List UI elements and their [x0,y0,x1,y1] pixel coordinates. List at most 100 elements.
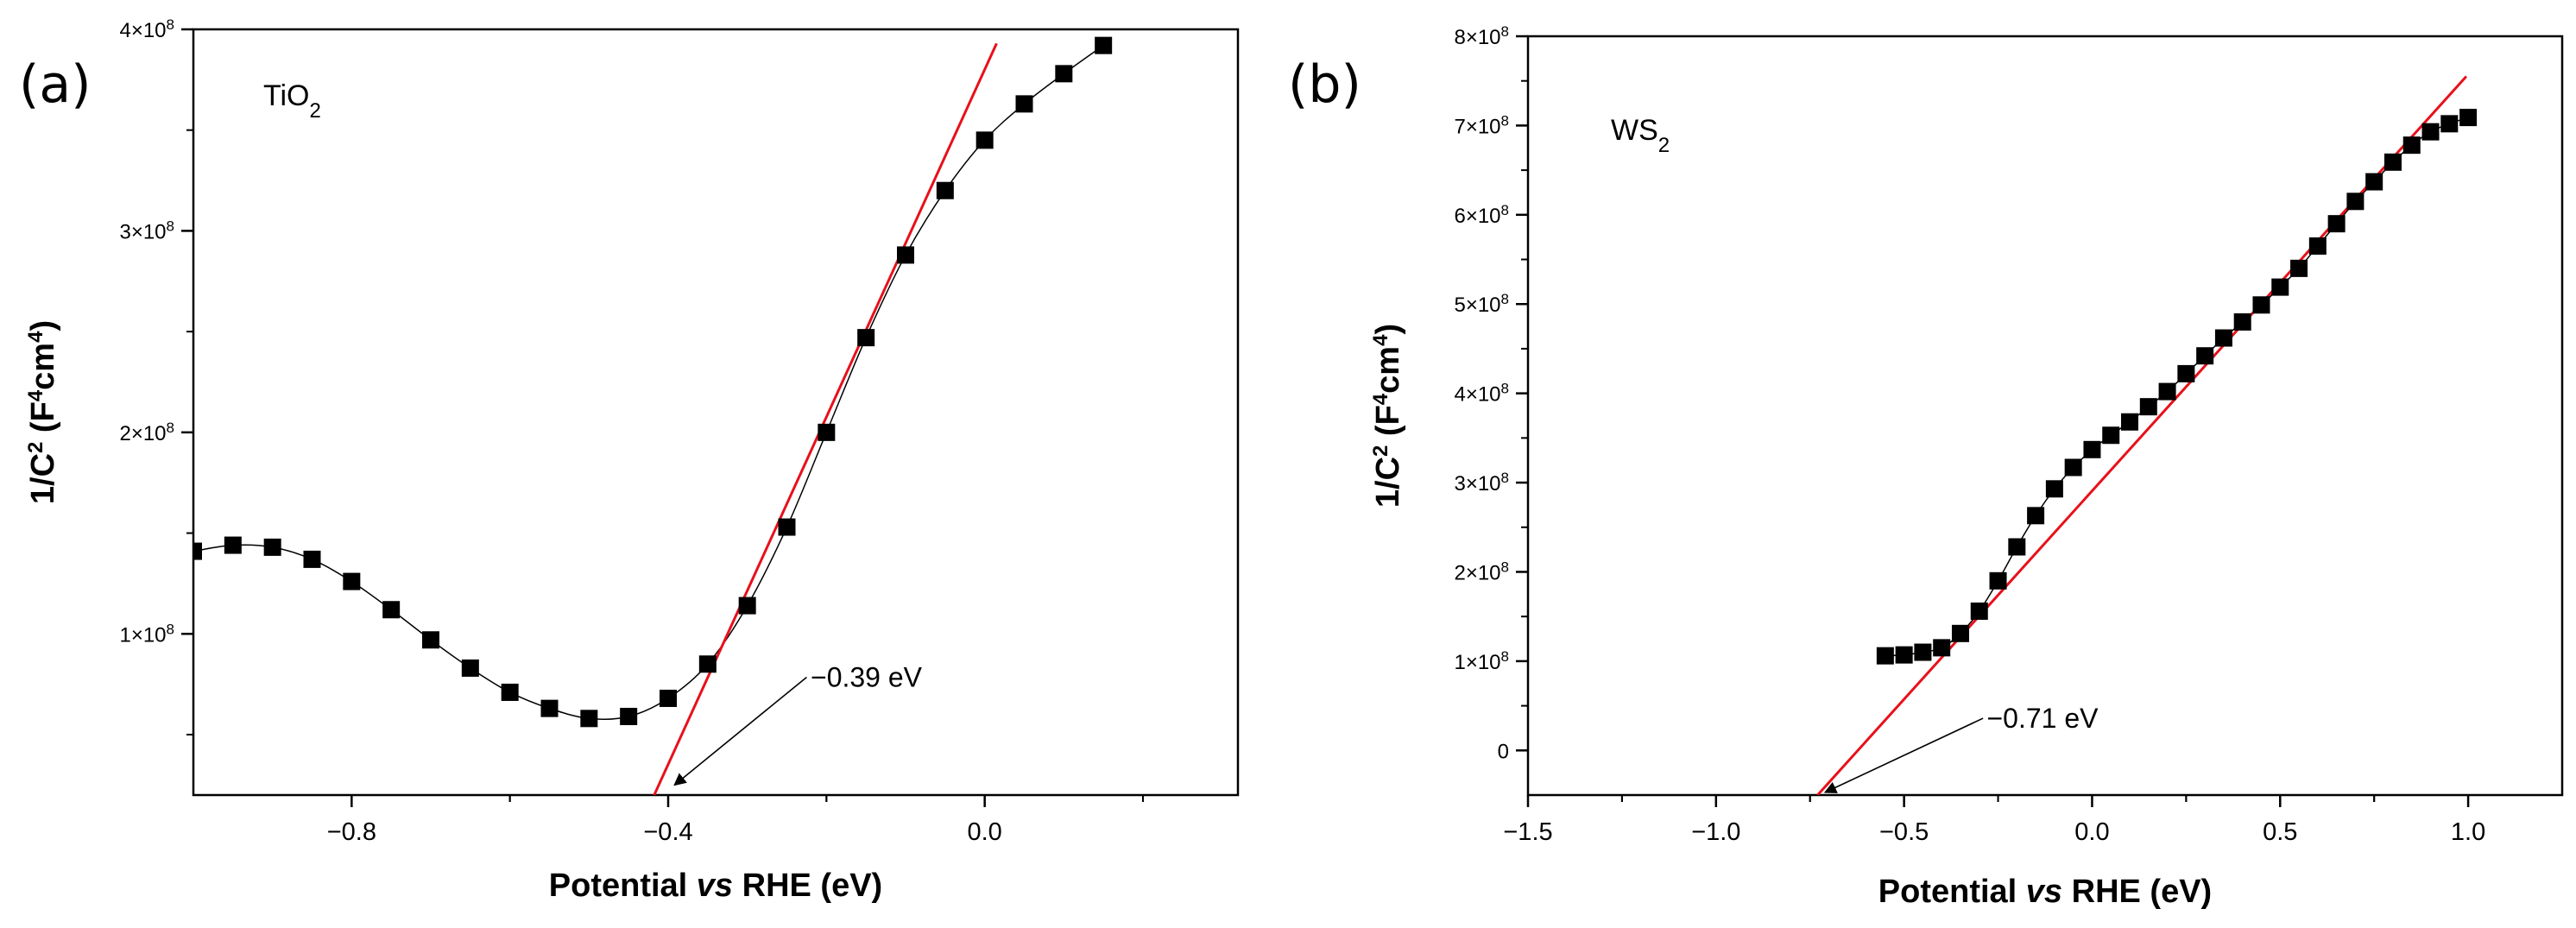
x-axis-label-post: RHE (eV) [733,868,882,904]
y-tick-mantissa: 8×10 [1454,26,1500,49]
x-tick-label: 1.0 [2451,818,2485,846]
data-point [2214,329,2232,347]
y-tick-label: 4×108 [119,16,174,43]
data-point [1914,643,1932,661]
data-point [1015,95,1033,113]
sample-label: TiO2 [263,79,321,123]
y-axis-label-part: (F [1370,405,1406,445]
y-axis-label-sup: 2 [24,442,47,453]
y-tick-exponent: 8 [1501,470,1509,486]
data-point [2383,153,2402,171]
y-tick-label: 3×108 [1454,470,1509,496]
panel-label: (b) [1288,54,1361,115]
data-point [2327,215,2346,233]
x-tick-label: −1.5 [1503,818,1552,846]
data-point [2045,480,2063,498]
data-point [1970,602,1988,620]
x-tick-label: −0.5 [1879,818,1929,846]
x-axis-label-italic: vs [2026,874,2062,910]
flat-band-annotation: −0.39 eV [811,661,923,692]
data-point [1951,624,1969,642]
data-point [382,601,401,619]
data-point [2440,115,2459,133]
y-tick-label: 6×108 [1454,201,1509,228]
plot-frame [192,28,1240,797]
y-tick-mantissa: 4×10 [119,19,166,42]
x-tick-label: −0.8 [327,818,376,846]
y-tick-exponent: 8 [167,218,174,234]
y-tick-exponent: 8 [1501,559,1509,575]
data-point [1095,36,1113,54]
data-point [1989,571,2007,590]
x-tick-label: 0.5 [2263,818,2297,846]
panel-a: −0.8 −0.4 0.01×1082×1083×1084×108Potential… [19,16,1240,904]
y-tick-label: 2×108 [1454,559,1509,585]
y-tick-mantissa: 1×10 [119,623,166,647]
x-axis-label: Potential vs RHE (eV) [1878,874,2212,910]
data-point [303,550,321,568]
data-point [1876,647,1894,665]
data-point [975,131,994,149]
panel-label: (a) [19,54,92,115]
y-axis-label-part: ) [25,320,61,331]
y-axis-label-sup: 2 [1369,445,1392,457]
sample-label-subscript: 2 [1658,134,1670,157]
y-axis-label-part: cm [1370,346,1406,394]
y-tick-mantissa: 6×10 [1454,205,1500,228]
data-point [2064,458,2082,477]
y-tick-label: 8×108 [1454,23,1509,50]
y-tick-label: 1×108 [119,621,174,647]
data-point [857,329,875,347]
y-tick-exponent: 8 [1501,647,1509,664]
linear-fit-line [653,42,998,795]
x-tick-label: −1.0 [1691,818,1740,846]
sample-label-main: WS [1611,114,1658,147]
data-point [936,181,954,199]
data-point [1055,65,1073,83]
y-tick-label: 3×108 [119,218,174,244]
y-axis-label-part: ) [1370,324,1406,335]
data-point [2290,259,2308,277]
sample-label-main: TiO [263,79,310,112]
data-point [2008,538,2026,556]
y-tick-exponent: 8 [1501,201,1509,218]
y-axis-label-part: 1/C [1370,457,1406,508]
data-point [1895,646,1913,664]
data-point [2402,136,2421,155]
data-point [2252,296,2270,314]
series-line [193,45,1104,721]
data-point [193,542,202,560]
data-point [2158,382,2176,401]
y-tick-mantissa: 2×10 [119,422,166,445]
data-point [2421,123,2440,141]
x-tick-label: 0.0 [968,818,1002,846]
sample-label-subscript: 2 [310,99,321,123]
data-point [2365,173,2383,191]
y-axis-label-part: (F [25,401,61,441]
data-point [2177,364,2195,382]
x-axis-label: Potential vs RHE (eV) [549,868,882,904]
data-layer [1816,75,2478,795]
data-point [2083,440,2101,458]
data-point [2027,507,2045,525]
y-tick-exponent: 8 [1501,291,1509,307]
data-point [343,572,361,590]
data-point [2459,109,2478,127]
y-tick-exponent: 8 [1501,380,1509,396]
y-tick-exponent: 8 [1501,112,1509,129]
y-axis-label-sup: 4 [24,389,47,401]
y-tick-label: 2×108 [119,419,174,445]
y-tick-exponent: 8 [167,621,174,637]
data-point [461,659,479,677]
y-tick-exponent: 8 [1501,23,1509,40]
data-point [897,246,914,264]
x-tick-label: −0.4 [643,818,692,846]
data-point [2121,413,2139,431]
y-tick-mantissa: 3×10 [119,220,166,243]
y-axis-label-sup: 4 [1369,393,1392,405]
y-tick-exponent: 8 [167,16,174,33]
y-axis-label-sup: 4 [1369,334,1392,346]
data-point [2196,347,2214,365]
y-tick-label: 7×108 [1454,112,1509,139]
